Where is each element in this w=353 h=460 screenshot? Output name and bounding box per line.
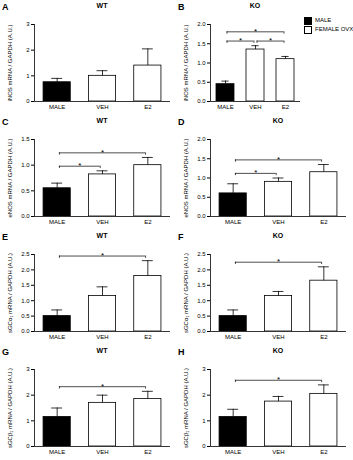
svg-text:sGCβ₁ mRNA / GAPDH (A.U.): sGCβ₁ mRNA / GAPDH (A.U.) [183,368,189,448]
svg-text:VEH: VEH [96,104,108,110]
svg-text:2: 2 [26,47,30,53]
svg-text:E2: E2 [144,104,152,110]
html-text:KO: KO [272,117,284,124]
svg-text:MALE: MALE [225,449,241,455]
svg-text:0.0: 0.0 [21,213,30,219]
svg-text:0: 0 [26,98,30,104]
svg-text:2.5: 2.5 [197,251,206,257]
svg-text:*: * [277,375,280,384]
svg-text:3: 3 [26,366,30,372]
svg-text:VEH: VEH [96,334,108,340]
html-text:D: D [178,117,185,127]
svg-text:MALE: MALE [217,104,233,110]
svg-text:MALE: MALE [49,104,65,110]
svg-text:2.0: 2.0 [197,267,206,273]
html-text:WT: WT [96,117,108,124]
html-text:F: F [178,232,184,242]
svg-text:E2: E2 [320,219,328,225]
html-text:KO: KO [249,2,261,9]
svg-text:0.0: 0.0 [197,328,206,334]
svg-text:1: 1 [202,418,206,424]
svg-text:0.0: 0.0 [197,98,206,104]
svg-text:3: 3 [26,21,30,27]
svg-text:MALE: MALE [49,449,65,455]
svg-text:sGCβ₁ mRNA / GAPDH (A.U.): sGCβ₁ mRNA / GAPDH (A.U.) [7,368,13,448]
html-text:E: E [2,232,8,242]
svg-text:1.0: 1.0 [197,60,206,66]
html-text:G: G [2,347,9,357]
svg-text:1.0: 1.0 [21,298,30,304]
svg-text:2.0: 2.0 [197,136,206,142]
svg-text:*: * [277,155,280,164]
svg-text:E2: E2 [320,449,328,455]
html-text:C: C [2,117,9,127]
svg-text:VEH: VEH [272,219,284,225]
svg-text:VEH: VEH [249,104,261,110]
svg-text:0.5: 0.5 [21,188,30,194]
svg-text:0.5: 0.5 [21,313,30,319]
svg-text:*: * [269,36,272,45]
html-text:A: A [2,2,9,12]
svg-text:*: * [254,27,257,36]
svg-text:0: 0 [202,443,206,449]
svg-text:sGCα₁ mRNA / GAPDH (A.U.): sGCα₁ mRNA / GAPDH (A.U.) [183,253,189,333]
svg-text:E2: E2 [320,334,328,340]
svg-text:1.0: 1.0 [197,175,206,181]
svg-text:VEH: VEH [272,449,284,455]
svg-text:MALE: MALE [49,334,65,340]
svg-text:MALE: MALE [225,219,241,225]
svg-text:eNOS mRNA / GAPDH (A.U.): eNOS mRNA / GAPDH (A.U.) [183,138,189,217]
svg-text:1: 1 [26,73,30,79]
svg-text:MALE: MALE [49,219,65,225]
svg-text:0: 0 [26,443,30,449]
svg-text:0.5: 0.5 [197,313,206,319]
svg-text:E2: E2 [282,104,290,110]
svg-text:iNOS mRNA / GAPDH (A.U.): iNOS mRNA / GAPDH (A.U.) [7,24,13,101]
svg-text:1.0: 1.0 [21,162,30,168]
svg-text:0.5: 0.5 [197,79,206,85]
svg-text:*: * [277,257,280,266]
svg-text:VEH: VEH [272,334,284,340]
svg-text:1.5: 1.5 [21,136,30,142]
svg-text:*: * [254,168,257,177]
svg-text:sGCα₁ mRNA / GAPDH (A.U.): sGCα₁ mRNA / GAPDH (A.U.) [7,253,13,333]
svg-text:1.5: 1.5 [21,282,30,288]
svg-text:E2: E2 [144,449,152,455]
svg-text:*: * [101,251,104,260]
svg-text:2: 2 [26,392,30,398]
svg-text:1.5: 1.5 [197,282,206,288]
svg-text:1: 1 [26,418,30,424]
svg-text:2: 2 [202,392,206,398]
svg-text:VEH: VEH [96,449,108,455]
html-text:KO: KO [272,232,284,239]
html-text:B: B [178,2,185,12]
svg-text:*: * [101,382,104,391]
html-text:KO: KO [272,347,284,354]
svg-text:E2: E2 [144,219,152,225]
svg-text:0.0: 0.0 [21,328,30,334]
svg-text:MALE: MALE [225,334,241,340]
svg-text:1.5: 1.5 [197,156,206,162]
svg-text:eNOS mRNA / GAPDH (A.U.): eNOS mRNA / GAPDH (A.U.) [7,138,13,217]
svg-text:*: * [78,161,81,170]
html-text:H: H [178,347,185,357]
svg-text:2.0: 2.0 [197,21,206,27]
svg-text:3: 3 [202,366,206,372]
svg-text:E2: E2 [144,334,152,340]
svg-text:2.0: 2.0 [21,267,30,273]
svg-text:VEH: VEH [96,219,108,225]
svg-text:*: * [239,36,242,45]
svg-text:0.0: 0.0 [197,213,206,219]
html-text:FEMALE OVX: FEMALE OVX [315,26,353,32]
svg-text:0.5: 0.5 [197,194,206,200]
svg-text:1.5: 1.5 [197,41,206,47]
html-text:WT: WT [96,347,108,354]
html-text:WT: WT [96,232,108,239]
html-text:MALE: MALE [315,17,332,23]
svg-text:iNOS mRNA / GAPDH (A.U.): iNOS mRNA / GAPDH (A.U.) [183,24,189,101]
svg-text:*: * [101,148,104,157]
html-text:WT: WT [96,2,108,9]
svg-text:2.5: 2.5 [21,251,30,257]
svg-text:1.0: 1.0 [197,298,206,304]
